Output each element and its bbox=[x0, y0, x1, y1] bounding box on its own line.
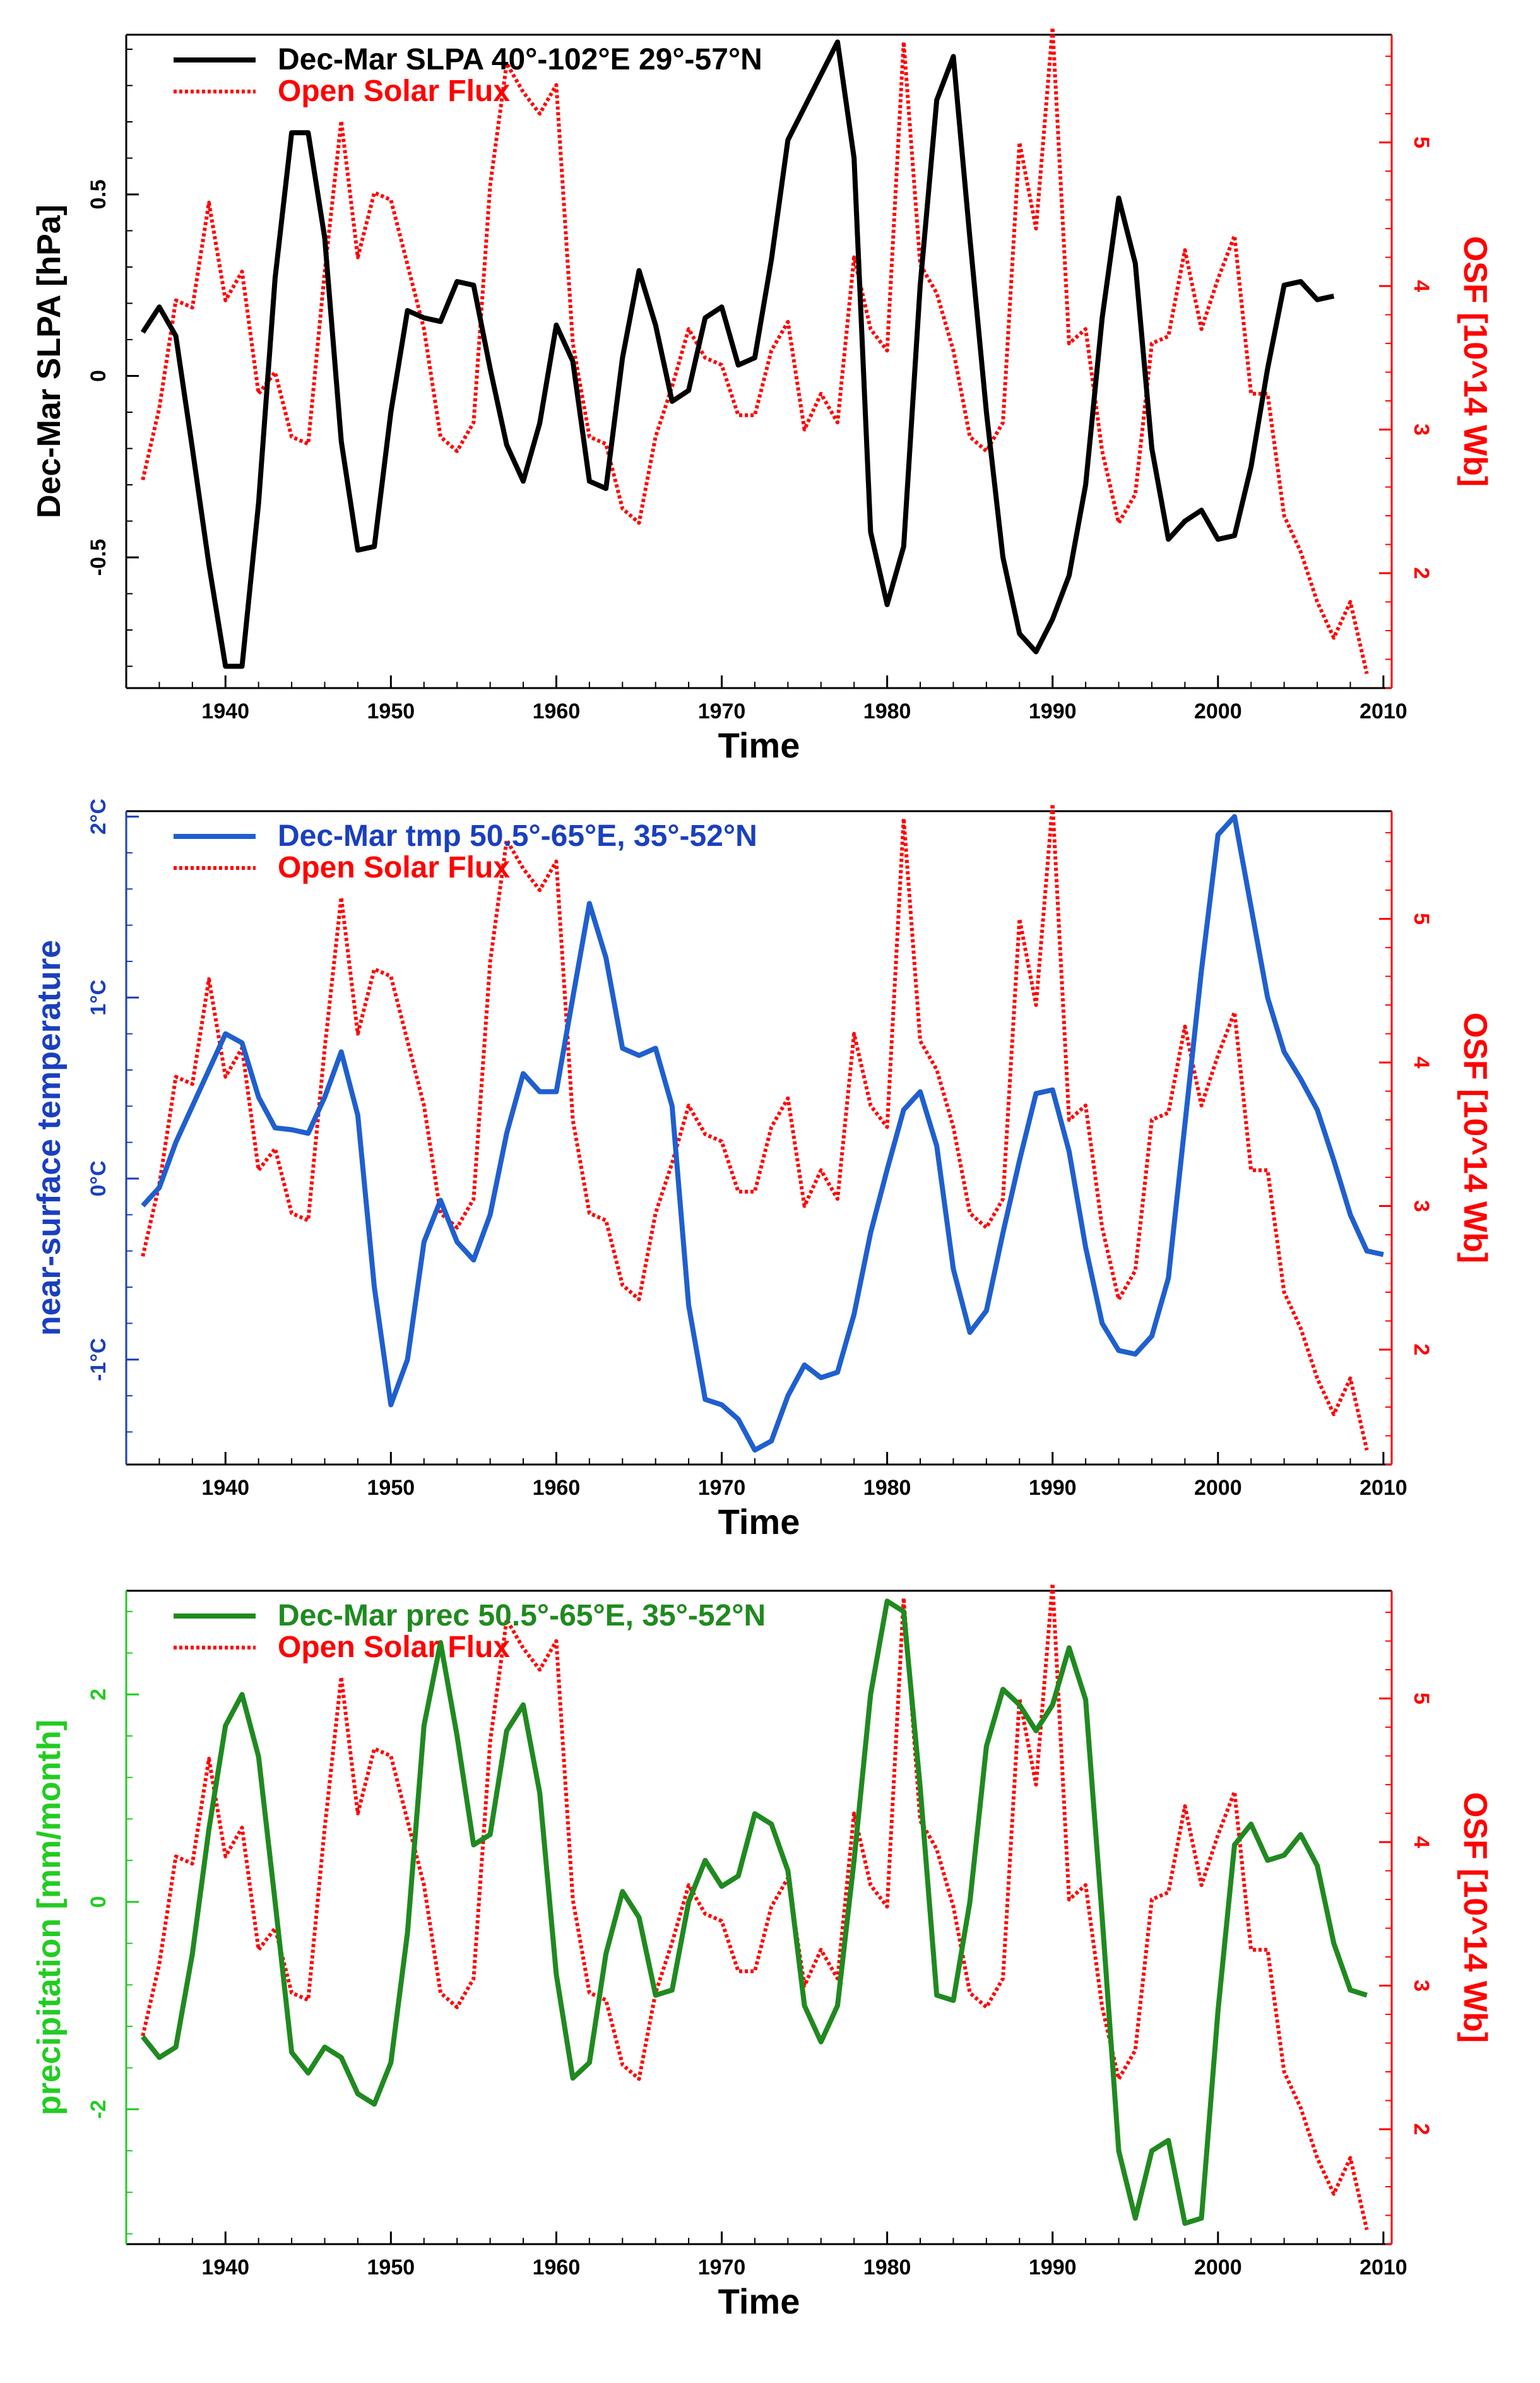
y-right-axis-title: OSF [10^14 Wb] bbox=[1457, 1792, 1493, 2043]
series-line-open-solar-flux bbox=[141, 1581, 1369, 2230]
x-tick-label: 1980 bbox=[863, 1476, 911, 1500]
x-tick-label: 1970 bbox=[698, 699, 746, 723]
x-axis-title: Time bbox=[718, 1502, 800, 1542]
y-right-tick-label: 3 bbox=[1409, 1980, 1433, 1992]
x-tick-label: 2010 bbox=[1359, 2255, 1407, 2279]
x-tick-label: 1940 bbox=[201, 699, 249, 723]
x-tick-label: 2000 bbox=[1194, 699, 1242, 723]
x-tick-label: 1970 bbox=[698, 2255, 746, 2279]
y-right-axis-title: OSF [10^14 Wb] bbox=[1457, 236, 1493, 487]
x-tick-label: 2000 bbox=[1194, 1476, 1242, 1500]
x-axis-title: Time bbox=[718, 2281, 800, 2321]
legend-label-main: Dec-Mar tmp 50.5°-65°E, 35°-52°N bbox=[278, 819, 757, 853]
legend-label-osf: Open Solar Flux bbox=[278, 851, 510, 884]
x-tick-label: 2000 bbox=[1194, 2255, 1242, 2279]
series-line-main bbox=[141, 1598, 1368, 2226]
x-tick-label: 1960 bbox=[533, 699, 581, 723]
y-left-tick-label: 0 bbox=[86, 1896, 110, 1908]
x-tick-label: 1990 bbox=[1029, 2255, 1077, 2279]
x-tick-label: 1980 bbox=[863, 2255, 911, 2279]
x-tick-label: 2010 bbox=[1359, 1476, 1407, 1500]
x-tick-label: 1970 bbox=[698, 1476, 746, 1500]
y-left-axis-title: Dec-Mar SLPA [hPa] bbox=[31, 205, 68, 518]
y-right-axis-title: OSF [10^14 Wb] bbox=[1457, 1013, 1493, 1263]
x-tick-label: 1940 bbox=[201, 1476, 249, 1500]
x-tick-label: 1950 bbox=[367, 1476, 415, 1500]
y-right-tick-label: 2 bbox=[1409, 568, 1433, 579]
x-tick-label: 1950 bbox=[367, 2255, 415, 2279]
chart-panel-2: 1940 1950 1960 1970 1980 1990 2000 2010 Time -1°C… bbox=[31, 799, 1493, 1542]
y-right-tick-label: 5 bbox=[1409, 1692, 1433, 1704]
legend-label-main: Dec-Mar prec 50.5°-65°E, 35°-52°N bbox=[278, 1599, 766, 1632]
y-right-tick-label: 4 bbox=[1409, 1836, 1433, 1848]
x-tick-label: 1940 bbox=[201, 2255, 249, 2279]
y-left-tick-label: -2 bbox=[86, 2100, 110, 2119]
chart-panel-3: 1940 1950 1960 1970 1980 1990 2000 2010 Time -2 0 2… bbox=[31, 1581, 1493, 2321]
y-left-tick-label: 0.5 bbox=[86, 179, 110, 209]
x-tick-label: 1960 bbox=[533, 2255, 581, 2279]
x-tick-label: 1950 bbox=[367, 699, 415, 723]
y-left-tick-label: -1°C bbox=[86, 1338, 110, 1381]
y-right-tick-label: 4 bbox=[1409, 1057, 1433, 1069]
y-right-tick-label: 4 bbox=[1409, 280, 1433, 292]
x-tick-label: 1980 bbox=[863, 699, 911, 723]
y-left-tick-label: 2 bbox=[86, 1689, 110, 1701]
x-axis-title: Time bbox=[718, 725, 800, 765]
legend-label-osf: Open Solar Flux bbox=[278, 1631, 510, 1664]
x-tick-label: 1990 bbox=[1029, 699, 1077, 723]
legend-label-main: Dec-Mar SLPA 40°-102°E 29°-57°N bbox=[278, 43, 762, 76]
y-left-tick-label: 0 bbox=[86, 370, 110, 382]
x-tick-label: 2010 bbox=[1359, 699, 1407, 723]
chart-panel-1: 1940 1950 1960 1970 1980 1990 2000 2010 Time -0.5… bbox=[31, 25, 1493, 765]
y-left-axis-title: precipitation [mm/month] bbox=[31, 1720, 68, 2115]
y-left-axis-title: near-surface temperature bbox=[31, 940, 68, 1336]
y-right-tick-label: 3 bbox=[1409, 424, 1433, 436]
y-left-tick-label: 0°C bbox=[86, 1160, 110, 1196]
y-left-tick-label: 2°C bbox=[86, 799, 110, 835]
y-right-tick-label: 5 bbox=[1409, 913, 1433, 925]
y-right-tick-label: 2 bbox=[1409, 1344, 1433, 1356]
y-right-tick-label: 5 bbox=[1409, 136, 1433, 148]
y-left-tick-label: 1°C bbox=[86, 980, 110, 1016]
series-line-main bbox=[141, 814, 1384, 1453]
x-tick-label: 1990 bbox=[1029, 1476, 1077, 1500]
y-right-tick-label: 3 bbox=[1409, 1200, 1433, 1212]
y-right-tick-label: 2 bbox=[1409, 2124, 1433, 2136]
x-tick-label: 1960 bbox=[533, 1476, 581, 1500]
y-left-tick-label: -0.5 bbox=[86, 539, 110, 576]
series-line-main bbox=[140, 39, 1335, 669]
legend-label-osf: Open Solar Flux bbox=[278, 74, 510, 108]
